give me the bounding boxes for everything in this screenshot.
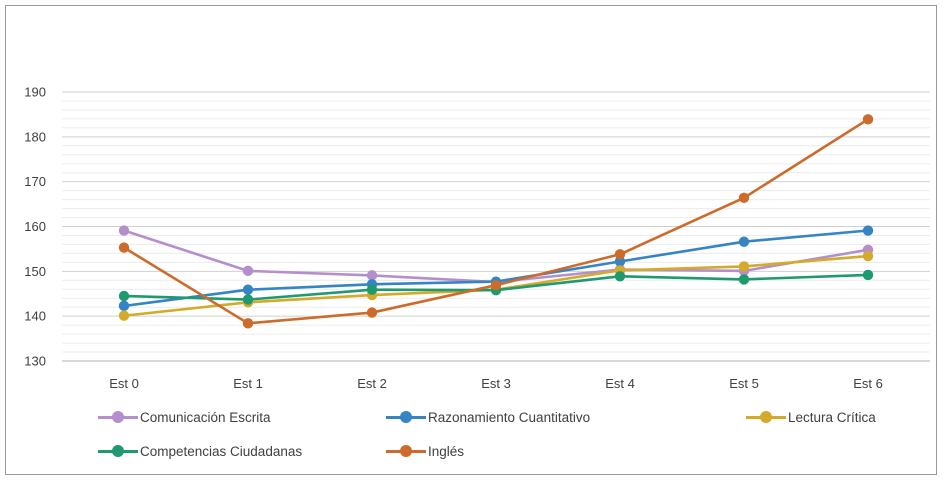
x-tick-label: Est 1 <box>233 376 263 391</box>
x-tick-label: Est 5 <box>729 376 759 391</box>
data-point-razonamiento-cuantitativo <box>118 300 130 312</box>
data-point-comunicacion-escrita <box>118 225 130 236</box>
data-point-competencias-ciudadanas <box>738 274 750 285</box>
data-point-competencias-ciudadanas <box>862 269 874 281</box>
data-point-comunicacion-escrita <box>366 270 378 281</box>
data-point-lectura-critica <box>738 261 750 272</box>
y-tick-label: 150 <box>24 264 46 279</box>
data-point-competencias-ciudadanas <box>242 294 254 305</box>
data-point-competencias-ciudadanas <box>366 284 378 295</box>
data-point-ingles <box>862 114 874 125</box>
data-point-razonamiento-cuantitativo <box>738 236 750 247</box>
y-tick-label: 170 <box>24 174 46 189</box>
series-line-comunicacion-escrita <box>123 229 869 284</box>
gridlines <box>62 91 930 362</box>
y-tick-label: 160 <box>24 219 46 234</box>
data-point-razonamiento-cuantitativo <box>614 256 626 267</box>
data-point-lectura-critica <box>862 250 874 262</box>
data-point-razonamiento-cuantitativo <box>242 284 254 295</box>
x-axis: Est 0 Est 1 Est 2 Est 3 Est 4 Est 5 Est 6 <box>109 376 883 391</box>
data-point-razonamiento-cuantitativo <box>862 225 874 236</box>
data-point-ingles <box>242 318 254 329</box>
data-point-ingles <box>614 249 626 260</box>
data-point-ingles <box>366 307 378 318</box>
series-points <box>118 114 874 329</box>
y-tick-label: 190 <box>24 85 46 100</box>
chart-frame <box>5 5 937 475</box>
y-tick-label: 180 <box>24 129 46 144</box>
x-tick-label: Est 0 <box>109 376 139 391</box>
y-tick-label: 130 <box>24 354 46 369</box>
data-point-ingles <box>118 242 130 253</box>
data-point-ingles <box>738 192 750 204</box>
data-point-ingles <box>490 280 502 291</box>
data-point-competencias-ciudadanas <box>118 290 130 302</box>
x-tick-label: Est 4 <box>605 376 635 391</box>
data-point-competencias-ciudadanas <box>614 271 626 282</box>
data-point-comunicacion-escrita <box>242 265 254 277</box>
x-tick-label: Est 6 <box>853 376 883 391</box>
y-tick-label: 140 <box>24 309 46 324</box>
x-tick-label: Est 3 <box>481 376 511 391</box>
data-point-lectura-critica <box>118 310 130 321</box>
x-tick-label: Est 2 <box>357 376 387 391</box>
y-axis: 130 140 150 160 170 180 190 <box>24 85 46 369</box>
